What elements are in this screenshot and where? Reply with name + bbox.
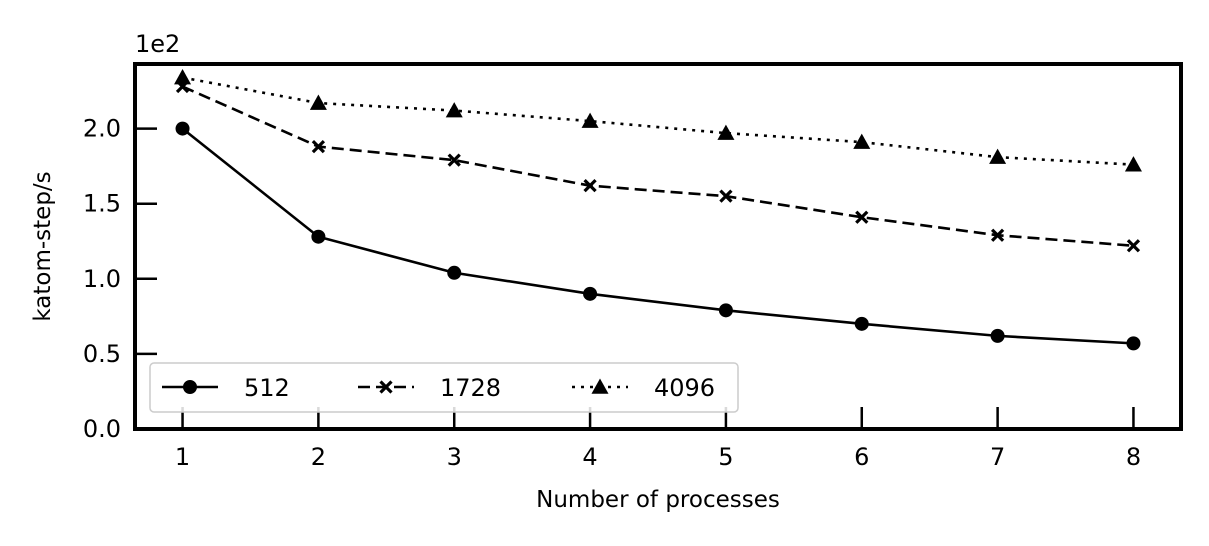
- legend-label-1728: 1728: [440, 374, 501, 402]
- x-tick-label: 7: [990, 443, 1005, 471]
- x-marker-stroke: [719, 189, 733, 203]
- x-tick-label: 8: [1126, 443, 1141, 471]
- legend: 512 1728 4096: [149, 362, 739, 413]
- data-point-1728: [311, 139, 326, 154]
- y-tick-label: 2.0: [83, 115, 121, 143]
- data-point-512: [1126, 336, 1141, 351]
- data-point-4096: [309, 94, 327, 110]
- data-point-512: [990, 328, 1005, 343]
- data-point-1728: [447, 153, 461, 167]
- legend-marker-512: [183, 380, 197, 394]
- data-point-4096: [1124, 156, 1142, 172]
- x-marker-stroke: [583, 179, 597, 193]
- ticks-layer: 1 2 3 4 5 6 7 8 0.0 0.5 1.0 1.5 2.0: [83, 115, 1141, 471]
- x-axis-label: Number of processes: [536, 487, 780, 513]
- series-layer: [174, 69, 1142, 351]
- y-offset-label: 1e2: [135, 30, 180, 58]
- x-marker-stroke: [855, 210, 869, 224]
- data-point-512: [447, 265, 462, 280]
- x-marker-stroke: [379, 380, 393, 394]
- series-4096: [174, 69, 1142, 172]
- y-tick-label: 0.5: [83, 340, 121, 368]
- x-tick-label: 3: [447, 443, 462, 471]
- data-point-512: [583, 286, 598, 301]
- x-tick-label: 1: [175, 443, 190, 471]
- series-line-1728: [182, 85, 1134, 248]
- legend-box: [149, 362, 739, 413]
- data-point-1728: [990, 228, 1005, 242]
- series-512: [175, 121, 1141, 351]
- data-point-1728: [719, 189, 733, 203]
- y-tick-label: 0.0: [83, 415, 121, 443]
- data-point-1728: [583, 179, 597, 193]
- data-point-4096: [445, 102, 463, 118]
- legend-label-4096: 4096: [654, 374, 715, 402]
- x-tick-label: 2: [311, 443, 326, 471]
- legend-marker-4096: [591, 378, 609, 394]
- series-line-4096: [182, 76, 1134, 166]
- data-point-512: [175, 121, 190, 136]
- x-marker-stroke: [311, 139, 326, 154]
- data-point-4096: [853, 133, 871, 149]
- data-point-1728: [855, 210, 869, 224]
- x-marker-stroke: [1126, 239, 1141, 253]
- legend-label-512: 512: [244, 374, 290, 402]
- x-marker-stroke: [447, 153, 461, 167]
- data-point-512: [718, 303, 733, 318]
- x-tick-label: 6: [854, 443, 869, 471]
- data-point-1728: [1126, 239, 1141, 253]
- x-marker-stroke: [990, 228, 1005, 242]
- data-point-4096: [581, 112, 599, 128]
- series-line-512: [181, 127, 1134, 345]
- data-point-512: [854, 316, 869, 331]
- x-tick-label: 5: [718, 443, 733, 471]
- legend-marker-1728: [379, 380, 393, 394]
- data-point-4096: [174, 69, 192, 85]
- data-point-4096: [989, 148, 1007, 164]
- y-tick-label: 1.0: [83, 265, 121, 293]
- y-tick-label: 1.5: [83, 190, 121, 218]
- plot-frame: [133, 62, 1183, 431]
- x-tick-label: 4: [582, 443, 597, 471]
- data-point-512: [311, 229, 326, 244]
- data-point-4096: [717, 124, 735, 140]
- y-axis-label: katom-step/s: [30, 171, 56, 321]
